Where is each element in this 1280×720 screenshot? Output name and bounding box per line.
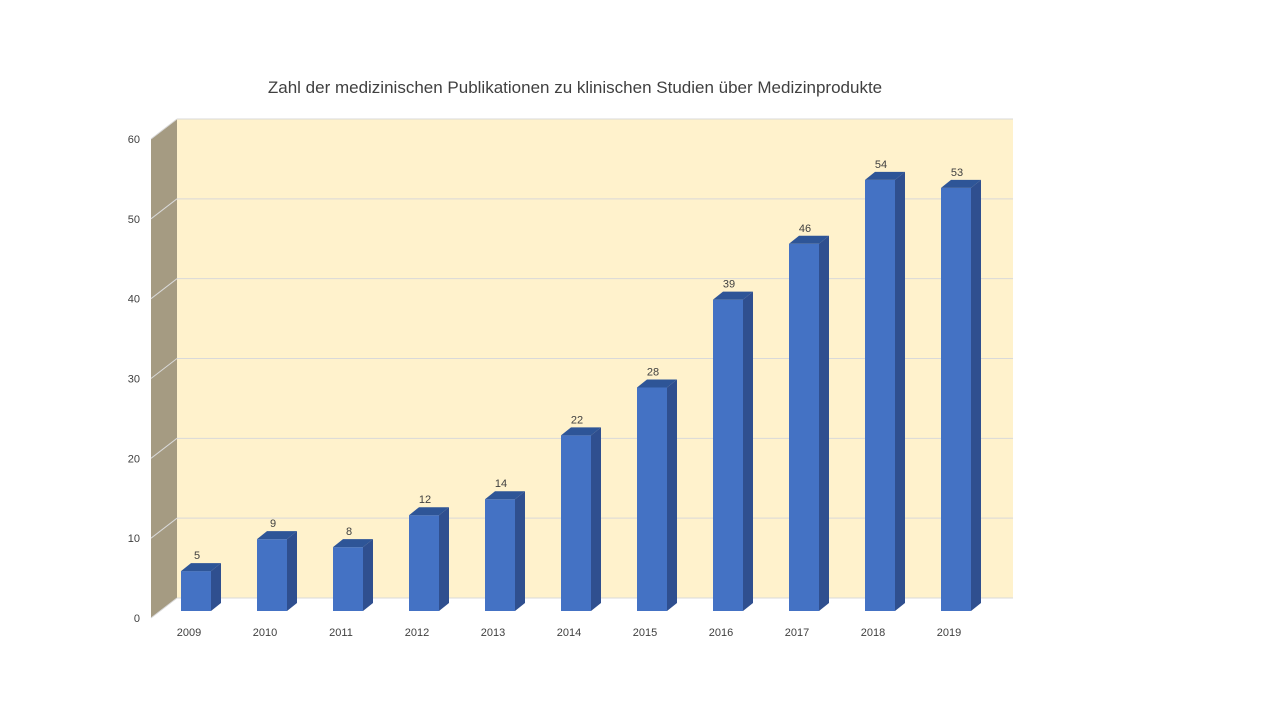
- bar-side: [819, 235, 829, 611]
- x-tick-label: 2015: [633, 627, 657, 639]
- bar-top: [941, 179, 981, 188]
- bar-top: [637, 379, 677, 388]
- bar-front: [637, 387, 667, 611]
- bar-front: [485, 499, 515, 611]
- bar-side: [363, 539, 373, 611]
- gridline-side: [150, 278, 178, 300]
- bar-front: [941, 187, 971, 611]
- data-label: 54: [875, 159, 887, 171]
- bar: [789, 235, 829, 611]
- bar-top: [181, 563, 221, 572]
- gridline-side: [150, 358, 178, 379]
- bars: [181, 171, 981, 611]
- bar-top: [713, 291, 753, 300]
- y-tick-label: 0: [134, 613, 140, 625]
- x-tick-label: 2009: [177, 627, 201, 639]
- data-label: 28: [647, 366, 659, 378]
- bar-top: [561, 427, 601, 436]
- bar-side: [743, 291, 753, 611]
- x-axis: 2009 2010 2011 2012 2013 2014 2015 2016 2017 2018…: [177, 627, 961, 639]
- bar: [561, 427, 601, 611]
- bar-front: [789, 243, 819, 611]
- bar-side: [591, 427, 601, 611]
- bar: [409, 507, 449, 611]
- bar-top: [333, 539, 373, 548]
- bar-side: [515, 491, 525, 611]
- x-tick-label: 2010: [253, 627, 277, 639]
- bar-front: [561, 435, 591, 611]
- x-tick-label: 2013: [481, 627, 505, 639]
- data-label: 39: [723, 279, 735, 291]
- bar-front: [865, 179, 895, 611]
- data-label: 46: [799, 223, 811, 235]
- gridline-side: [150, 517, 178, 539]
- y-tick-label: 10: [128, 533, 140, 545]
- y-tick-label: 60: [128, 134, 140, 146]
- bar-front: [181, 571, 211, 611]
- y-tick-label: 50: [128, 214, 140, 226]
- bar-side: [439, 507, 449, 611]
- bar-side: [211, 563, 221, 611]
- x-tick-label: 2011: [329, 627, 353, 639]
- x-tick-label: 2017: [785, 627, 809, 639]
- bar: [865, 171, 905, 611]
- data-label: 8: [346, 526, 352, 538]
- bar: [181, 563, 221, 611]
- bar: [713, 291, 753, 611]
- data-label: 5: [194, 550, 200, 562]
- bar-top: [409, 507, 449, 516]
- gridline-side: [150, 118, 178, 140]
- bar: [485, 491, 525, 611]
- x-tick-label: 2019: [937, 627, 961, 639]
- bar: [941, 179, 981, 611]
- data-label: 12: [419, 494, 431, 506]
- bar-front: [409, 515, 439, 611]
- y-axis: 0 10 20 30 40 50 60: [128, 134, 140, 625]
- bar-top: [257, 531, 297, 540]
- chart-title: Zahl der medizinischen Publikationen zu …: [267, 78, 883, 97]
- y-tick-label: 40: [128, 294, 140, 306]
- x-tick-label: 2016: [709, 627, 733, 639]
- data-label: 22: [571, 414, 583, 426]
- bar-side: [895, 171, 905, 611]
- x-tick-label: 2014: [557, 627, 581, 639]
- data-label: 53: [951, 167, 963, 179]
- bar-side: [287, 531, 297, 611]
- bar-side: [667, 379, 677, 611]
- gridline-side: [150, 437, 178, 459]
- bar: [257, 531, 297, 611]
- bar-top: [865, 171, 905, 180]
- bar-front: [713, 299, 743, 611]
- gridline-side: [150, 198, 178, 220]
- bar-top: [789, 235, 829, 244]
- y-tick-label: 20: [128, 453, 140, 465]
- data-label: 14: [495, 478, 507, 490]
- bar: [637, 379, 677, 611]
- bar-front: [257, 539, 287, 611]
- x-tick-label: 2018: [861, 627, 885, 639]
- data-labels: 5 9 8 12 14 22 28 39 46 54 53: [194, 159, 963, 562]
- gridline-side: [150, 597, 178, 619]
- y-tick-label: 30: [128, 374, 140, 386]
- bar-top: [485, 491, 525, 500]
- bar-side: [971, 179, 981, 611]
- x-tick-label: 2012: [405, 627, 429, 639]
- bar-front: [333, 547, 363, 611]
- bar: [333, 539, 373, 611]
- data-label: 9: [270, 518, 276, 530]
